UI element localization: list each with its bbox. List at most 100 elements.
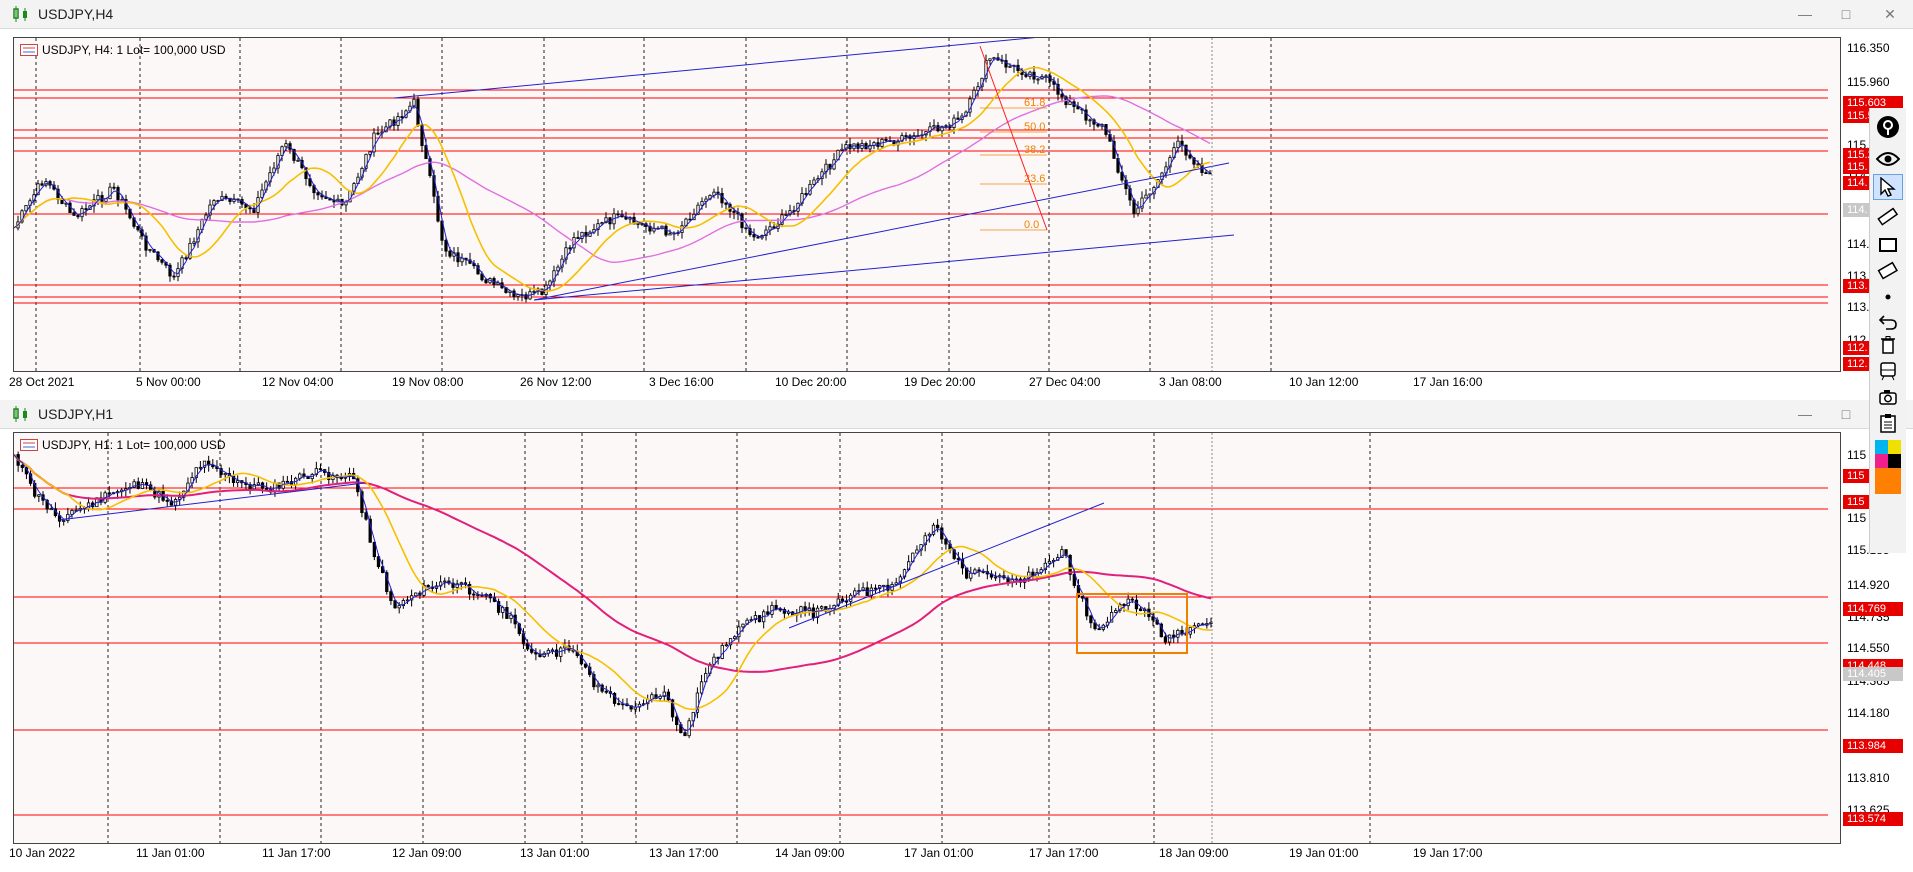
time-tick-label: 17 Jan 16:00: [1413, 375, 1483, 389]
candle-body: [1096, 123, 1100, 127]
eye-icon[interactable]: [1873, 146, 1903, 172]
candle-body: [296, 159, 300, 162]
price-tick-label: 114.920: [1847, 578, 1890, 592]
chart-symbol-info: USDJPY, H4: 1 Lot= 100,000 USD: [42, 43, 226, 57]
moving-average-slow: [14, 453, 1212, 673]
candle-body: [695, 692, 700, 713]
dot-icon[interactable]: [1873, 284, 1903, 310]
clipboard-icon[interactable]: [1873, 410, 1903, 436]
moving-average-mid: [14, 454, 1212, 711]
candle-body: [496, 282, 500, 286]
maximize-button[interactable]: □: [1841, 6, 1851, 22]
candle-body: [840, 148, 844, 151]
moving-average-fast: [14, 58, 1211, 297]
eraser-icon[interactable]: [1873, 258, 1903, 284]
minimize-button[interactable]: —: [1798, 406, 1812, 422]
candle-body: [956, 558, 960, 560]
candle-body: [277, 482, 281, 489]
maximize-button[interactable]: □: [1841, 406, 1851, 422]
candle-body: [904, 135, 908, 137]
candle-body: [559, 647, 563, 657]
candle-body: [984, 60, 988, 79]
candle-body: [576, 237, 580, 239]
candle-body: [1084, 109, 1088, 121]
chart-window-h4[interactable]: USDJPY,H4 — □ ✕ 100.061.850.038.223.60.0…: [0, 0, 1913, 400]
candle-body: [923, 535, 927, 546]
candle-body: [873, 587, 878, 590]
time-tick-label: 26 Nov 12:00: [520, 375, 592, 389]
template-icon[interactable]: [1873, 358, 1903, 384]
candle-body: [583, 663, 588, 668]
window-titlebar-h4[interactable]: USDJPY,H4 — □ ✕: [0, 0, 1913, 29]
candle-body: [204, 214, 208, 220]
color-palette-icon[interactable]: [1873, 440, 1903, 496]
time-tick-label: 10 Dec 20:00: [775, 375, 847, 389]
pin-icon[interactable]: [1873, 114, 1903, 140]
rectangle-icon[interactable]: [1873, 232, 1903, 258]
candle-body: [1192, 157, 1196, 165]
candle-body: [104, 198, 108, 202]
candle-body: [112, 186, 116, 189]
candle-body: [868, 144, 872, 150]
price-chart-h1[interactable]: USDJPY, H1: 1 Lot= 100,000 USD: [13, 432, 1841, 844]
time-tick-label: 10 Jan 12:00: [1289, 375, 1359, 389]
close-button[interactable]: ✕: [1884, 6, 1896, 22]
price-level-badge: 114.405: [1843, 667, 1903, 681]
candle-body: [944, 125, 948, 128]
time-axis-h1[interactable]: 10 Jan 2022 11 Jan 01:00 11 Jan 17:00 12 Ja…: [9, 846, 1839, 864]
candle-body: [993, 576, 998, 579]
candle-body: [360, 491, 364, 514]
time-tick-label: 11 Jan 01:00: [136, 846, 205, 860]
candle-body: [24, 205, 28, 212]
time-tick-label: 19 Jan 01:00: [1289, 846, 1359, 860]
candle-body: [84, 208, 88, 211]
candle-body: [844, 144, 848, 150]
time-tick-label: 12 Jan 09:00: [392, 846, 462, 860]
candle-body: [744, 227, 748, 230]
trend-line: [393, 38, 1036, 99]
candle-body: [212, 200, 216, 206]
window-titlebar-h1[interactable]: USDJPY,H1 — □: [0, 400, 1913, 429]
candle-body: [552, 270, 556, 282]
chart-canvas-h4[interactable]: 100.061.850.038.223.60.0: [14, 38, 1840, 371]
chart-info-icon: [20, 44, 38, 56]
candle-body: [260, 189, 264, 198]
candle-body: [509, 614, 513, 619]
candle-body: [900, 135, 904, 142]
chart-canvas-h1[interactable]: [14, 433, 1840, 843]
chart-header-h1: USDJPY, H1: 1 Lot= 100,000 USD: [20, 438, 226, 452]
minimize-button[interactable]: —: [1798, 6, 1812, 22]
time-axis-h4[interactable]: 28 Oct 2021 5 Nov 00:00 12 Nov 04:00 19 Nov…: [9, 375, 1839, 393]
candle-body: [1097, 628, 1101, 631]
candle-body: [804, 193, 808, 195]
undo-icon[interactable]: [1873, 308, 1903, 334]
camera-icon[interactable]: [1873, 384, 1903, 410]
candle-body: [556, 266, 560, 272]
candle-body: [592, 674, 596, 688]
candle-body: [223, 473, 227, 476]
highlight-rectangle: [1076, 593, 1188, 654]
candle-body: [927, 533, 931, 537]
price-chart-h4[interactable]: 100.061.850.038.223.60.0 USDJPY, H4: 1 L…: [13, 37, 1841, 372]
candle-body: [96, 195, 100, 201]
trend-line: [533, 162, 1230, 301]
candle-body: [688, 218, 692, 221]
price-tick-label: 114.: [1847, 237, 1870, 251]
drawing-toolbar: [1869, 108, 1906, 553]
price-level-badge: 113.574: [1843, 812, 1903, 826]
candle-body: [448, 250, 452, 257]
candle-body: [1109, 612, 1114, 623]
candlestick-icon: [13, 6, 27, 22]
trash-icon[interactable]: [1873, 332, 1903, 358]
cursor-icon[interactable]: [1873, 174, 1903, 200]
ruler-icon[interactable]: [1873, 204, 1903, 230]
time-tick-label: 14 Jan 09:00: [775, 846, 845, 860]
candle-body: [385, 572, 389, 593]
candle-body: [1188, 154, 1192, 159]
candle-body: [648, 225, 652, 232]
candle-body: [1004, 60, 1008, 68]
price-tick-label: 114.550: [1847, 641, 1890, 655]
trend-line: [788, 502, 1105, 629]
window-title: USDJPY,H1: [38, 406, 114, 422]
candle-body: [820, 606, 824, 609]
